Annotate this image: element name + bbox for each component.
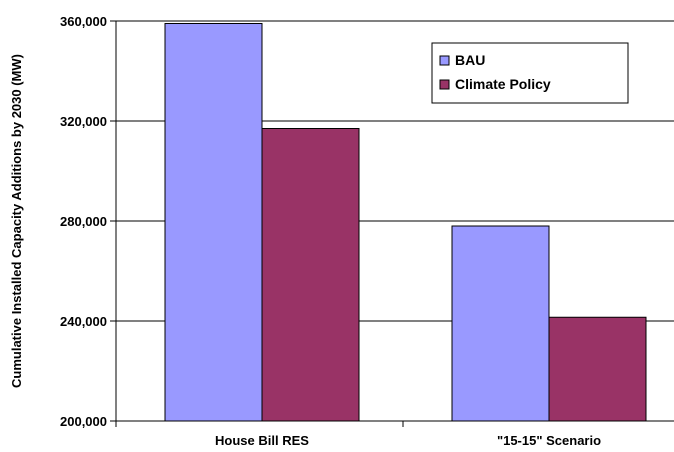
bar-bau xyxy=(164,23,263,422)
x-tick-label: House Bill RES xyxy=(215,433,309,448)
y-axis-title: Cumulative Installed Capacity Additions … xyxy=(9,54,24,388)
legend-swatch xyxy=(439,79,450,90)
legend-box xyxy=(431,42,629,104)
bar-bau xyxy=(451,225,550,422)
y-tick-label: 200,000 xyxy=(60,414,107,429)
y-tick-label: 280,000 xyxy=(60,214,107,229)
legend-label: Climate Policy xyxy=(455,76,551,92)
legend: BAU Climate Policy xyxy=(431,42,629,104)
legend-label: BAU xyxy=(455,52,485,68)
bar-climate-policy xyxy=(548,316,647,422)
x-tick-label: "15-15" Scenario xyxy=(497,433,601,448)
y-ticks: 200,000 240,000 280,000 320,000 360,000 xyxy=(60,14,116,429)
y-tick-label: 240,000 xyxy=(60,314,107,329)
y-tick-label: 320,000 xyxy=(60,114,107,129)
y-tick-label: 360,000 xyxy=(60,14,107,29)
bar-climate-policy xyxy=(261,128,360,422)
x-ticks: House Bill RES "15-15" Scenario xyxy=(115,421,601,448)
legend-swatch xyxy=(439,55,450,66)
